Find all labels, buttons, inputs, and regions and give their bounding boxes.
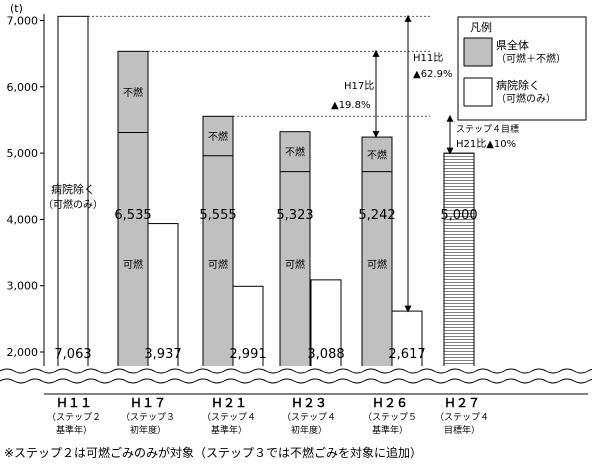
h11-ratio-label: H11比 xyxy=(413,52,443,64)
y-tick-label: 2,000 xyxy=(7,346,39,359)
segment-label-burnable: 可燃 xyxy=(123,258,143,271)
x-category-label: Ｈ１７ xyxy=(130,396,166,410)
bar-value-label: 2,617 xyxy=(388,347,425,362)
bar-value-label: 5,000 xyxy=(440,208,477,223)
h17-ratio-value: ▲19.8% xyxy=(331,100,370,111)
bar-value-label: 6,535 xyxy=(114,208,151,223)
bar-value-label: 3,088 xyxy=(307,347,344,362)
segment-label-burnable: 可燃 xyxy=(208,258,228,271)
bar-value-label: 2,991 xyxy=(229,347,266,362)
legend-label-total-2: （可燃＋不燃） xyxy=(496,52,566,65)
bar-excl xyxy=(232,285,264,377)
x-category-sub1: （ステップ２ xyxy=(47,412,101,423)
bar-total xyxy=(361,136,393,377)
y-tick-label: 3,000 xyxy=(7,280,39,293)
segment-label-burnable: 可燃 xyxy=(285,258,305,271)
bar-value-label: 3,937 xyxy=(144,347,181,362)
segment-label-nonburnable: 不燃 xyxy=(285,146,305,159)
bar-excl xyxy=(310,279,342,377)
bar-value-label: 5,555 xyxy=(199,208,236,223)
h11-bar-sublabel: （可燃のみ） xyxy=(43,198,103,211)
legend-title: 凡例 xyxy=(470,20,492,34)
x-category-sub2: 初年度） xyxy=(291,424,327,436)
legend-label-total-1: 県全体 xyxy=(496,38,529,52)
x-category-label: Ｈ２３ xyxy=(291,396,327,410)
x-category-sub1: （ステップ４ xyxy=(435,412,489,423)
x-category-label: Ｈ２６ xyxy=(372,396,408,410)
legend-swatch-total xyxy=(463,37,493,67)
axis-break xyxy=(0,366,592,390)
bar-value-label: 5,242 xyxy=(358,208,395,223)
x-category-sub1: （ステップ５ xyxy=(363,412,417,423)
step4-target-value: H21比▲10% xyxy=(456,138,516,150)
legend: 凡例 県全体 （可燃＋不燃） 病院除く （可燃のみ） xyxy=(457,16,587,121)
legend-label-excl-2: （可燃のみ） xyxy=(496,92,556,105)
footnote: ※ステップ２は可燃ごみのみが対象（ステップ３では不燃ごみを対象に追加） xyxy=(4,446,423,460)
segment-label-nonburnable: 不燃 xyxy=(123,86,143,99)
bar-excl xyxy=(147,223,179,377)
x-category-sub2: 初年度） xyxy=(130,424,166,436)
x-category-sub2: 基準年） xyxy=(56,424,92,436)
x-category-sub2: 基準年） xyxy=(372,424,408,436)
x-category-label: Ｈ２１ xyxy=(211,396,247,410)
x-category-sub1: （ステップ４ xyxy=(202,412,256,423)
bar-total xyxy=(202,115,234,377)
legend-swatch-excl xyxy=(463,77,493,107)
x-category-sub2: 基準年） xyxy=(211,424,247,436)
x-category-sub1: （ステップ３ xyxy=(121,412,175,423)
bar-value-label: 5,323 xyxy=(276,208,313,223)
bar-target-h27 xyxy=(443,152,475,377)
legend-label-excl-1: 病院除く xyxy=(496,78,540,92)
h17-ratio-label: H17比 xyxy=(344,80,374,92)
y-unit-label: (t) xyxy=(10,2,23,15)
bar-value-label: 7,063 xyxy=(54,347,91,362)
y-tick-label: 5,000 xyxy=(7,147,39,160)
x-category-label: Ｈ２７ xyxy=(444,396,480,410)
bar-total xyxy=(279,131,311,377)
step4-target-label: ステップ４目標 xyxy=(456,123,519,135)
bar-excl-h11 xyxy=(57,15,89,377)
segment-label-nonburnable: 不燃 xyxy=(367,148,387,161)
segment-label-burnable: 可燃 xyxy=(367,258,387,271)
h11-bar-label: 病院除く xyxy=(51,182,95,196)
x-category-sub2: 目標年） xyxy=(444,424,480,436)
x-category-sub1: （ステップ４ xyxy=(282,412,336,423)
y-tick-label: 6,000 xyxy=(7,81,39,94)
segment-label-nonburnable: 不燃 xyxy=(208,130,228,143)
y-tick-label: 7,000 xyxy=(7,15,39,28)
h11-ratio-value: ▲62.9% xyxy=(413,69,452,80)
y-tick-label: 4,000 xyxy=(7,213,39,226)
x-category-label: Ｈ１１ xyxy=(56,396,92,410)
